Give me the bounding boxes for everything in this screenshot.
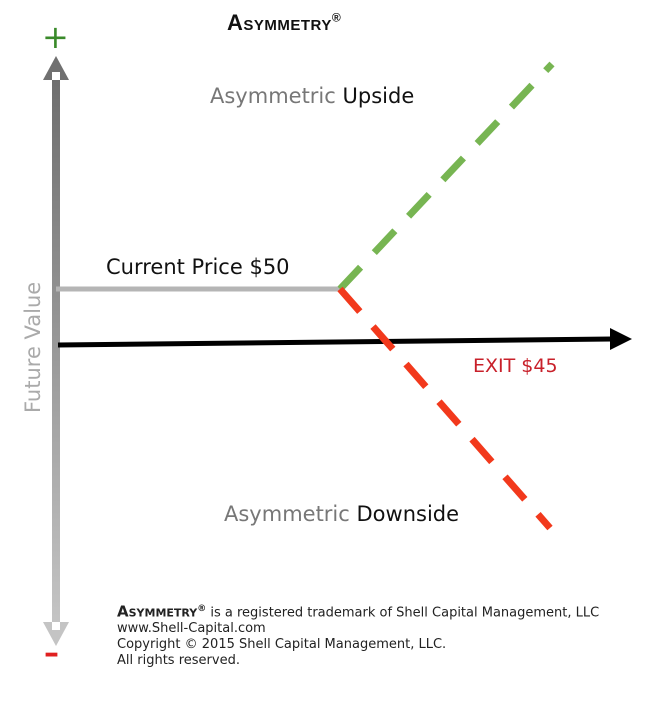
plus-sign: +: [42, 18, 69, 56]
diagram-title: Asymmetry®: [227, 10, 342, 35]
downside-label: Asymmetric Downside: [224, 502, 460, 526]
current-price-label: Current Price $50: [106, 255, 290, 279]
downside-dashed-line: [337, 286, 553, 531]
upside-dashed-line: [337, 61, 555, 292]
y-axis-label: Future Value: [21, 281, 45, 413]
footer: Asymmetry® is a registered trademark of …: [117, 601, 599, 669]
exit-label: EXIT $45: [473, 355, 558, 377]
vertical-axis-arrow: [43, 56, 69, 646]
website: www.Shell-Capital.com: [117, 621, 266, 637]
trademark-line: Asymmetry® is a registered trademark of …: [117, 602, 600, 621]
rights: All rights reserved.: [117, 653, 240, 669]
copyright: Copyright © 2015 Shell Capital Managemen…: [117, 637, 447, 653]
upside-label: Asymmetric Upside: [210, 84, 415, 108]
minus-sign: –: [44, 636, 59, 671]
horizontal-axis-arrow: [57, 328, 632, 350]
